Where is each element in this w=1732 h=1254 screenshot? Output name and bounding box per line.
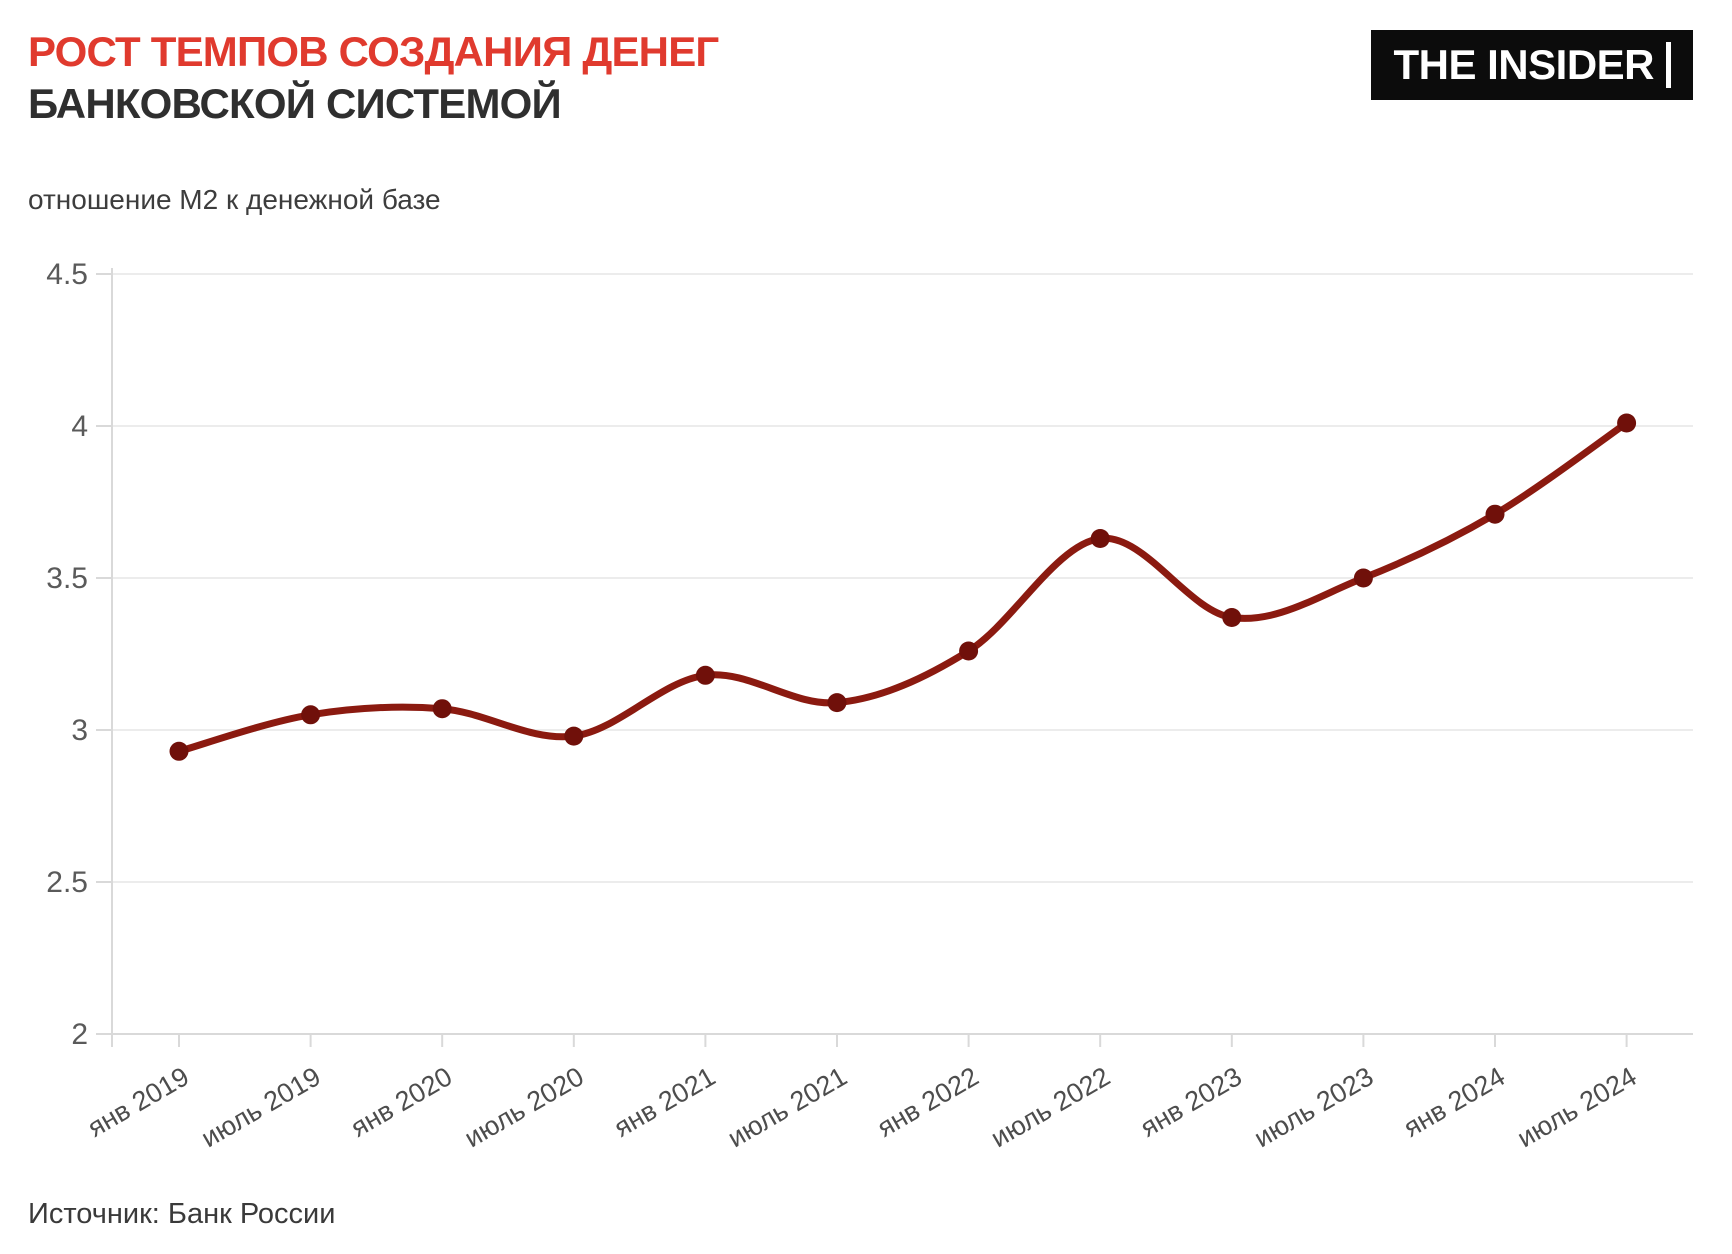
x-tick-label: июль 2019 bbox=[196, 1061, 325, 1153]
x-tick-label: янв 2019 bbox=[82, 1061, 194, 1143]
source-note: Источник: Банк России bbox=[28, 1198, 336, 1230]
x-tick-label: янв 2020 bbox=[346, 1061, 458, 1143]
data-point-marker bbox=[301, 705, 321, 725]
x-tick-label: июль 2024 bbox=[1512, 1061, 1641, 1153]
y-tick-label: 2.5 bbox=[46, 866, 88, 899]
chart-subtitle: отношение М2 к денежной базе bbox=[28, 184, 441, 215]
y-tick-label: 4.5 bbox=[46, 258, 88, 291]
data-point-marker bbox=[827, 693, 847, 713]
x-tick-label: янв 2023 bbox=[1135, 1061, 1247, 1143]
data-line bbox=[175, 419, 1631, 755]
page-title-line1: РОСТ ТЕМПОВ СОЗДАНИЯ ДЕНЕГ bbox=[28, 28, 719, 75]
logo-cursor-bar-icon bbox=[1666, 42, 1671, 88]
x-tick-label: июль 2022 bbox=[986, 1061, 1115, 1153]
data-point-marker bbox=[1222, 608, 1242, 627]
x-tick-label: июль 2023 bbox=[1249, 1061, 1378, 1153]
data-point-marker bbox=[695, 665, 715, 685]
data-point-marker bbox=[1485, 504, 1505, 524]
x-tick-label: янв 2022 bbox=[872, 1061, 984, 1143]
y-tick-label: 3 bbox=[71, 714, 88, 747]
the-insider-logo: THE INSIDER bbox=[1371, 30, 1693, 100]
data-point-marker bbox=[1353, 568, 1373, 588]
logo-text: THE INSIDER bbox=[1393, 41, 1654, 88]
y-tick-label: 4 bbox=[71, 410, 88, 443]
x-tick-label: янв 2024 bbox=[1398, 1061, 1510, 1143]
page-title-line2: БАНКОВСКОЙ СИСТЕМОЙ bbox=[28, 80, 562, 127]
data-point-marker bbox=[959, 641, 979, 661]
x-tick-label: июль 2020 bbox=[459, 1061, 588, 1153]
y-tick-label: 3.5 bbox=[46, 562, 88, 595]
data-point-marker bbox=[169, 741, 189, 761]
y-tick-label: 2 bbox=[71, 1018, 88, 1051]
page-title: РОСТ ТЕМПОВ СОЗДАНИЯ ДЕНЕГ БАНКОВСКОЙ СИ… bbox=[28, 26, 719, 130]
x-tick-label: янв 2021 bbox=[609, 1061, 721, 1143]
data-point-marker bbox=[564, 726, 584, 746]
x-tick-label: июль 2021 bbox=[723, 1061, 852, 1153]
data-point-marker bbox=[432, 699, 452, 719]
data-point-marker bbox=[1617, 413, 1637, 433]
data-point-marker bbox=[1090, 529, 1110, 548]
